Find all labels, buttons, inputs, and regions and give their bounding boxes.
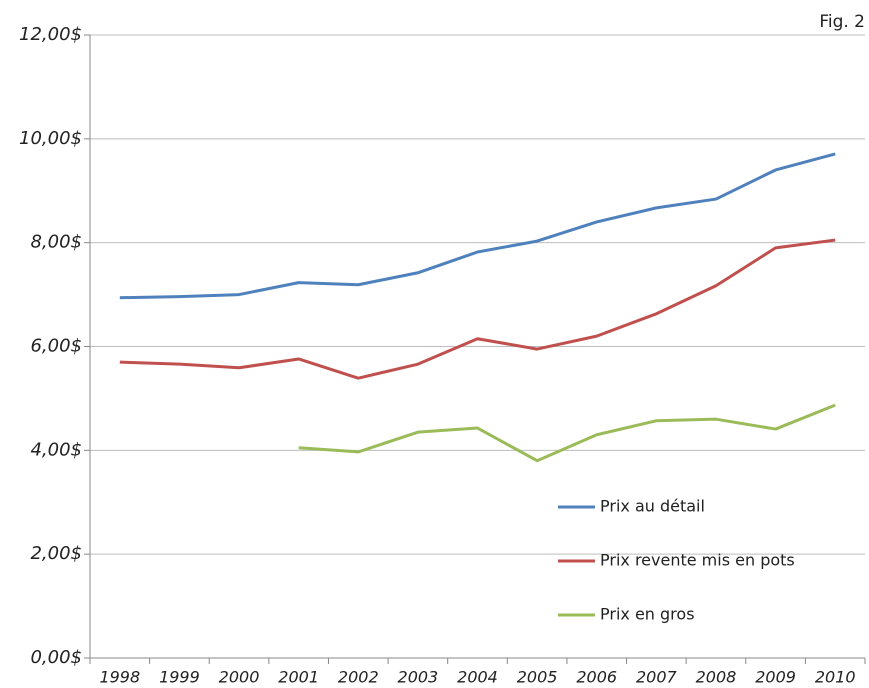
y-tick-label: 8,00$ <box>30 232 82 253</box>
x-tick-label: 2000 <box>219 668 260 687</box>
y-tick-label: 0,00$ <box>30 647 82 668</box>
annotation: Fig. 2 <box>819 12 865 32</box>
x-tick-label: 2002 <box>338 668 379 687</box>
y-tick-label: 2,00$ <box>30 543 82 564</box>
series-line <box>298 403 836 463</box>
x-tick-label: 2008 <box>696 668 737 687</box>
x-tick-label: 1999 <box>159 668 200 687</box>
x-tick-label: 1998 <box>99 668 140 687</box>
legend-label: Prix revente mis en pots <box>600 551 795 570</box>
x-tick-label: 2010 <box>815 668 856 687</box>
series-line <box>119 152 836 300</box>
y-tick-label: 4,00$ <box>30 439 82 460</box>
x-tick-label: 2004 <box>457 668 498 687</box>
x-tick-label: 2001 <box>278 668 319 687</box>
x-tick-label: 2007 <box>636 668 678 687</box>
legend-label: Prix en gros <box>600 605 695 624</box>
x-tick-label: 2009 <box>755 668 796 687</box>
y-tick-label: 6,00$ <box>30 336 82 357</box>
legend-label: Prix au détail <box>600 497 705 516</box>
x-tick-label: 2006 <box>576 668 617 687</box>
series-line <box>119 238 836 380</box>
y-tick-label: 12,00$ <box>19 24 82 45</box>
y-tick-label: 10,00$ <box>19 128 82 149</box>
x-tick-label: 2005 <box>517 668 558 687</box>
x-tick-label: 2003 <box>398 668 439 687</box>
